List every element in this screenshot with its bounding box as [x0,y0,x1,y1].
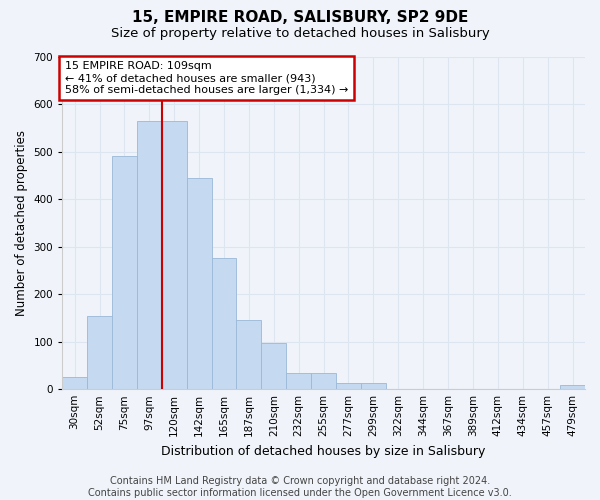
Bar [311,372,336,389]
Bar [137,120,162,389]
Bar [162,120,187,389]
X-axis label: Distribution of detached houses by size in Salisbury: Distribution of detached houses by size … [161,444,486,458]
Bar [286,372,311,389]
Bar [361,383,386,389]
Bar [187,178,212,389]
Bar [112,156,137,389]
Text: Size of property relative to detached houses in Salisbury: Size of property relative to detached ho… [110,28,490,40]
Text: 15 EMPIRE ROAD: 109sqm
← 41% of detached houses are smaller (943)
58% of semi-de: 15 EMPIRE ROAD: 109sqm ← 41% of detached… [65,62,348,94]
Bar [87,316,112,389]
Bar [212,258,236,389]
Bar [560,386,585,389]
Y-axis label: Number of detached properties: Number of detached properties [15,130,28,316]
Text: 15, EMPIRE ROAD, SALISBURY, SP2 9DE: 15, EMPIRE ROAD, SALISBURY, SP2 9DE [132,10,468,25]
Bar [236,320,262,389]
Bar [336,383,361,389]
Bar [262,343,286,389]
Bar [62,378,87,389]
Text: Contains HM Land Registry data © Crown copyright and database right 2024.
Contai: Contains HM Land Registry data © Crown c… [88,476,512,498]
